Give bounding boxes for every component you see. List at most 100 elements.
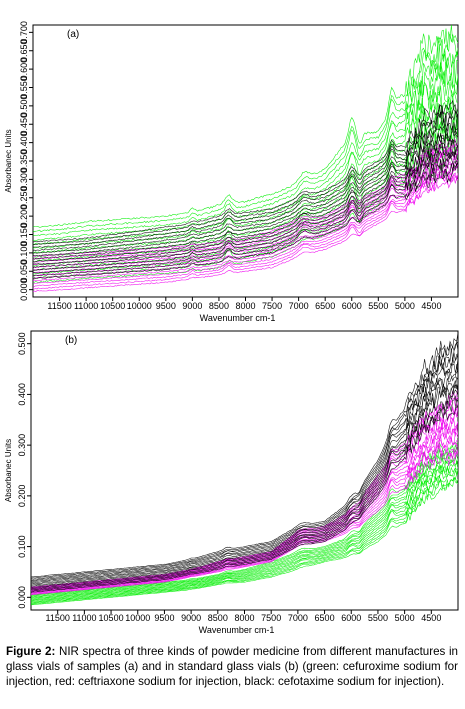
spectrum-line <box>31 437 458 594</box>
spectrum-line <box>33 25 458 228</box>
x-tick-label: 6000 <box>342 301 362 311</box>
y-tick-label: 0.300 <box>19 168 29 191</box>
y-tick-label: 0.050 <box>19 260 29 283</box>
spectrum-line <box>31 462 458 601</box>
x-tick-label: 9000 <box>182 301 202 311</box>
spectrum-line <box>31 447 458 597</box>
spectrum-line <box>31 340 458 579</box>
spectrum-line <box>31 376 458 587</box>
y-tick-label: 0.400 <box>19 131 29 154</box>
spectra-group <box>33 25 458 292</box>
x-tick-label: 7000 <box>288 613 308 623</box>
spectrum-line <box>31 352 458 581</box>
panel-a-chart: 11500 11000 10500 10000 9500 9000 8500 8000 7500… <box>4 21 459 323</box>
spectrum-line <box>31 469 458 603</box>
spectrum-line <box>31 456 458 599</box>
spectrum-line <box>33 159 458 277</box>
y-axis-label: Absorbanec Units <box>4 439 13 502</box>
spectrum-line <box>31 449 458 598</box>
spectrum-line <box>31 452 458 596</box>
spectrum-line <box>31 398 458 593</box>
spectrum-line <box>33 141 458 265</box>
x-tick-label: 11000 <box>72 613 96 623</box>
x-tick-label: 9000 <box>181 613 201 623</box>
y-tick-label: 0.650 <box>19 39 29 62</box>
spectrum-line <box>33 172 458 290</box>
figure-caption: Figure 2: NIR spectra of three kinds of … <box>6 644 458 689</box>
spectrum-line <box>33 127 458 257</box>
y-tick-label: 0.150 <box>19 223 29 246</box>
spectrum-line <box>31 444 458 596</box>
spectrum-line <box>31 353 458 583</box>
y-tick-label: 0.400 <box>17 383 27 406</box>
spectrum-line <box>31 370 458 586</box>
spectrum-line <box>33 138 458 258</box>
spectrum-line <box>31 358 458 584</box>
spectrum-line <box>33 143 458 260</box>
spectrum-line <box>33 166 458 284</box>
spectrum-line <box>31 445 458 595</box>
spectrum-line <box>33 37 458 237</box>
y-tick-label: 0.200 <box>17 485 27 508</box>
x-tick-label: 6000 <box>341 613 361 623</box>
x-tick-label: 5500 <box>368 613 388 623</box>
x-tick-label: 11500 <box>47 301 71 311</box>
y-tick-label: 0.250 <box>19 186 29 209</box>
spectrum-line <box>31 465 458 602</box>
x-tick-label: 5500 <box>368 301 388 311</box>
spectrum-line <box>31 459 458 600</box>
spectrum-line <box>33 133 458 263</box>
y-tick-label: 0.200 <box>19 205 29 228</box>
y-tick-label: 0.550 <box>19 76 29 99</box>
spectrum-line <box>33 144 458 269</box>
spectrum-line <box>31 364 458 585</box>
x-tick-label: 9500 <box>154 613 174 623</box>
y-tick-label: 0.600 <box>19 58 29 81</box>
spectrum-line <box>33 160 458 276</box>
spectrum-line <box>31 389 458 591</box>
spectrum-line <box>33 150 458 271</box>
y-axis-label: Absorbanec Units <box>4 129 13 192</box>
spectrum-line <box>33 155 458 274</box>
caption-label: Figure 2: <box>6 645 56 658</box>
y-tick-label: 0.300 <box>17 434 27 457</box>
x-tick-label: 7000 <box>289 301 309 311</box>
spectrum-line <box>31 477 458 606</box>
spectrum-line <box>33 110 458 248</box>
figure-canvas: 11500 11000 10500 10000 9500 9000 8500 8000 7500… <box>4 21 459 635</box>
panel-label: (a) <box>67 29 79 40</box>
spectrum-line <box>33 164 458 282</box>
spectrum-line <box>33 145 458 263</box>
spectrum-line <box>33 163 458 280</box>
caption-text: NIR spectra of three kinds of powder med… <box>6 645 458 688</box>
y-tick-label: 0.000 <box>17 586 27 609</box>
x-tick-label: 4500 <box>421 613 441 623</box>
y-tick-label: 0.500 <box>17 332 27 355</box>
x-tick-label: 8000 <box>234 613 254 623</box>
plot-frame <box>30 330 459 611</box>
x-tick-label: 10500 <box>100 301 125 311</box>
spectrum-line <box>33 34 458 233</box>
x-tick-label: 7500 <box>261 613 281 623</box>
y-tick-label: 0.350 <box>19 150 29 173</box>
x-tick-label: 6500 <box>315 613 335 623</box>
spectrum-line <box>33 149 458 269</box>
spectrum-line <box>31 473 458 604</box>
x-axis-label: Wavenumber cm-1 <box>199 625 275 635</box>
spectrum-line <box>33 128 458 260</box>
x-tick-label: 11000 <box>74 301 98 311</box>
x-tick-label: 10000 <box>125 613 150 623</box>
x-tick-label: 8500 <box>209 301 229 311</box>
spectrum-line <box>33 99 458 243</box>
spectrum-line <box>31 466 458 603</box>
spectrum-line <box>33 85 458 258</box>
x-tick-label: 7500 <box>262 301 282 311</box>
x-tick-label: 8500 <box>208 613 228 623</box>
spectrum-line <box>31 411 458 591</box>
spectrum-line <box>31 453 458 599</box>
spectrum-line <box>33 176 458 292</box>
spectrum-line <box>31 342 458 580</box>
x-tick-label: 5000 <box>395 301 415 311</box>
panel-label: (b) <box>65 335 77 346</box>
x-tick-label: 6500 <box>315 301 335 311</box>
